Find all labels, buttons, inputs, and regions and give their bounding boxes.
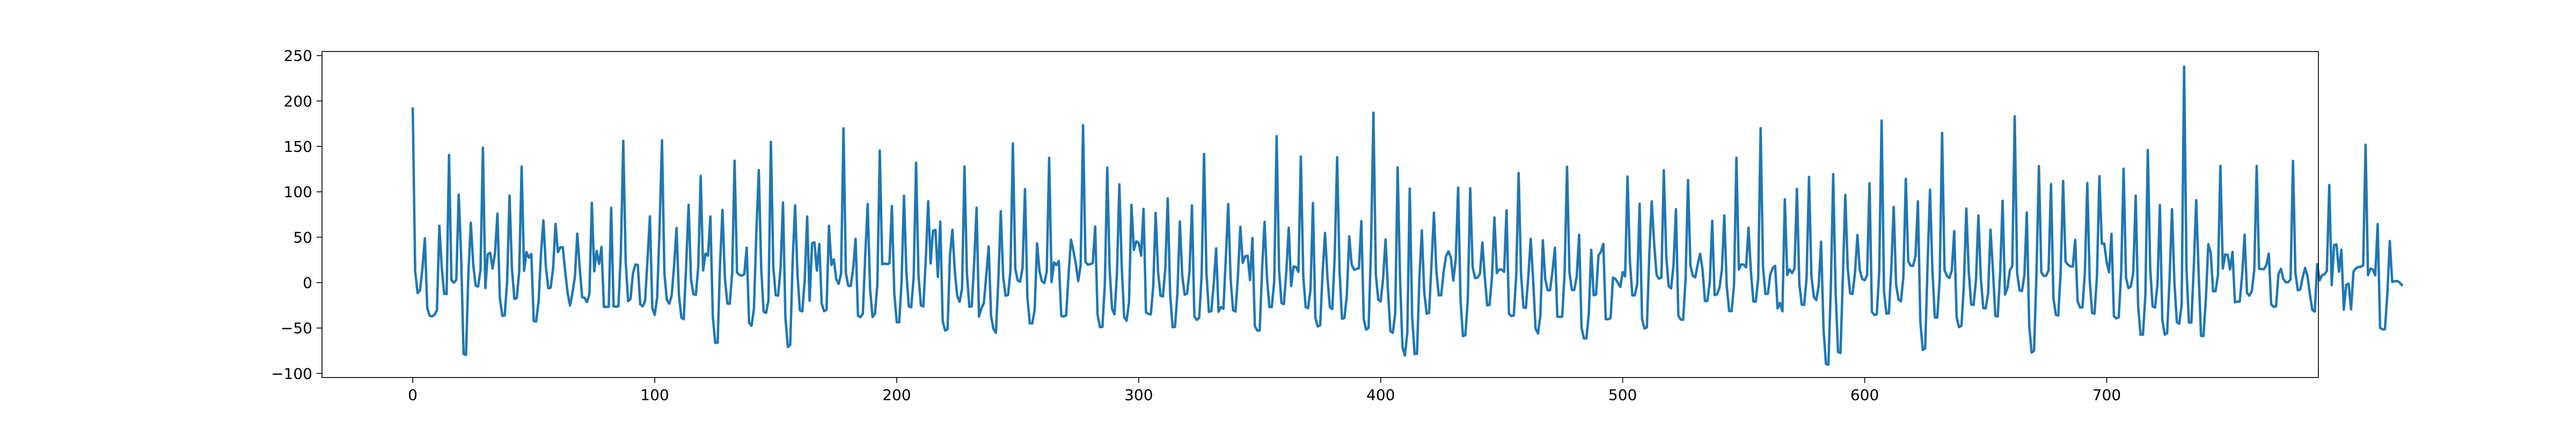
x-tick-label: 600 <box>1850 386 1879 404</box>
plot-content <box>411 65 2404 366</box>
x-tick-label: 200 <box>882 386 911 404</box>
y-tick-label: 250 <box>284 47 312 65</box>
axes-frame <box>321 51 2319 378</box>
y-tick-label: 0 <box>303 274 312 292</box>
y-tick-label: 100 <box>284 183 312 201</box>
x-tick-label: 500 <box>1608 386 1637 404</box>
x-tick-label: 300 <box>1124 386 1153 404</box>
x-tick-label: 100 <box>640 386 669 404</box>
y-tick-label: −100 <box>271 365 312 382</box>
y-tick-label: 50 <box>293 228 312 246</box>
x-axis-ticks: 0 100 200 300 400 500 600 700 <box>408 378 2121 404</box>
x-tick-label: 0 <box>408 386 418 404</box>
y-tick-label: 150 <box>284 138 312 156</box>
y-tick-label: 200 <box>284 92 312 110</box>
x-tick-label: 400 <box>1366 386 1395 404</box>
y-tick-label: −50 <box>281 320 312 337</box>
y-axis-ticks: −100 −50 0 50 100 150 200 250 <box>271 47 322 382</box>
series-line-0 <box>411 65 2404 366</box>
x-tick-label: 700 <box>2092 386 2121 404</box>
